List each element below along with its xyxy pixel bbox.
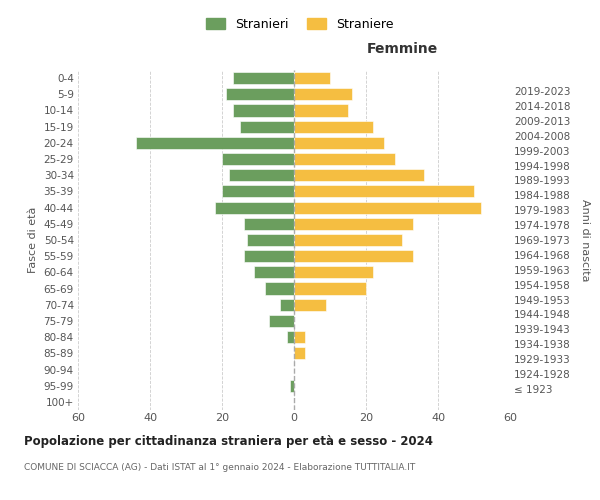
Bar — [294, 266, 373, 278]
Bar — [265, 282, 294, 294]
Bar — [294, 153, 395, 165]
Bar — [294, 218, 413, 230]
Bar — [222, 153, 294, 165]
Bar — [294, 331, 305, 343]
Bar — [226, 88, 294, 101]
Bar — [254, 266, 294, 278]
Bar — [294, 202, 481, 213]
Bar — [244, 250, 294, 262]
Text: Femmine: Femmine — [367, 42, 437, 56]
Bar — [294, 104, 348, 117]
Bar — [294, 282, 366, 294]
Bar — [294, 186, 474, 198]
Bar — [294, 348, 305, 360]
Bar — [294, 298, 326, 311]
Bar — [287, 331, 294, 343]
Bar — [294, 137, 384, 149]
Legend: Stranieri, Straniere: Stranieri, Straniere — [200, 11, 400, 37]
Bar — [290, 380, 294, 392]
Bar — [294, 234, 402, 246]
Y-axis label: Anni di nascita: Anni di nascita — [580, 198, 590, 281]
Bar — [280, 298, 294, 311]
Bar — [233, 104, 294, 117]
Bar — [294, 250, 413, 262]
Text: COMUNE DI SCIACCA (AG) - Dati ISTAT al 1° gennaio 2024 - Elaborazione TUTTITALIA: COMUNE DI SCIACCA (AG) - Dati ISTAT al 1… — [24, 462, 415, 471]
Bar — [136, 137, 294, 149]
Bar — [247, 234, 294, 246]
Bar — [240, 120, 294, 132]
Text: Popolazione per cittadinanza straniera per età e sesso - 2024: Popolazione per cittadinanza straniera p… — [24, 435, 433, 448]
Bar — [233, 72, 294, 84]
Y-axis label: Fasce di età: Fasce di età — [28, 207, 38, 273]
Bar — [244, 218, 294, 230]
Bar — [269, 315, 294, 327]
Bar — [294, 88, 352, 101]
Bar — [294, 72, 330, 84]
Bar — [294, 120, 373, 132]
Bar — [222, 186, 294, 198]
Bar — [215, 202, 294, 213]
Bar — [294, 169, 424, 181]
Bar — [229, 169, 294, 181]
